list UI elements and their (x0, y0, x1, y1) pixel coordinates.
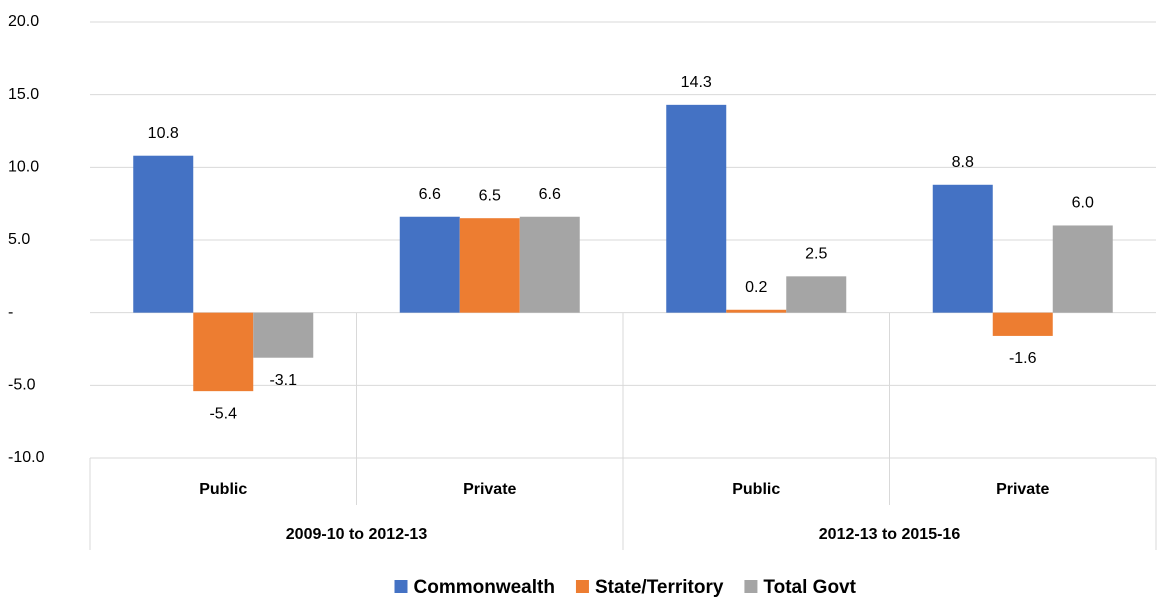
bar (253, 312, 314, 358)
x-tick-label: Public (732, 481, 780, 498)
bar (726, 309, 787, 313)
bar (193, 312, 254, 392)
bar (932, 184, 993, 313)
group-label: 2009-10 to 2012-13 (286, 526, 428, 543)
bar (1052, 225, 1113, 313)
data-label: -5.4 (209, 405, 237, 422)
bar (992, 312, 1053, 336)
bar (399, 216, 460, 313)
data-label: -1.6 (1009, 350, 1037, 367)
data-label: -3.1 (269, 372, 297, 389)
legend-label: Total Govt (763, 577, 856, 598)
data-label: 6.6 (539, 186, 561, 203)
legend-swatch (575, 580, 589, 593)
data-label: 2.5 (805, 246, 827, 263)
data-label: 8.8 (952, 154, 974, 171)
bar (459, 218, 520, 313)
bar (786, 276, 847, 313)
y-tick-label: 20.0 (8, 13, 39, 30)
x-tick-label: Private (463, 481, 516, 498)
x-tick-label: Public (199, 481, 247, 498)
bar (519, 216, 580, 313)
y-tick-label: 5.0 (8, 231, 30, 248)
data-label: 10.8 (148, 125, 179, 142)
y-tick-label: 10.0 (8, 159, 39, 176)
legend-swatch (744, 580, 758, 593)
data-label: 6.6 (419, 186, 441, 203)
legend-label: State/Territory (595, 577, 724, 598)
data-label: 6.5 (479, 187, 501, 204)
y-tick-label: -10.0 (8, 449, 45, 466)
legend-label: Commonwealth (414, 577, 555, 598)
group-label: 2012-13 to 2015-16 (819, 526, 961, 543)
data-label: 6.0 (1072, 195, 1094, 212)
data-label: 0.2 (745, 279, 767, 296)
y-tick-label: - (8, 304, 13, 321)
bar (666, 104, 727, 313)
legend-swatch (394, 580, 408, 593)
data-label: 14.3 (681, 74, 712, 91)
y-tick-label: 15.0 (8, 86, 39, 103)
x-tick-label: Private (996, 481, 1049, 498)
bar (133, 155, 194, 313)
y-tick-label: -5.0 (8, 377, 36, 394)
